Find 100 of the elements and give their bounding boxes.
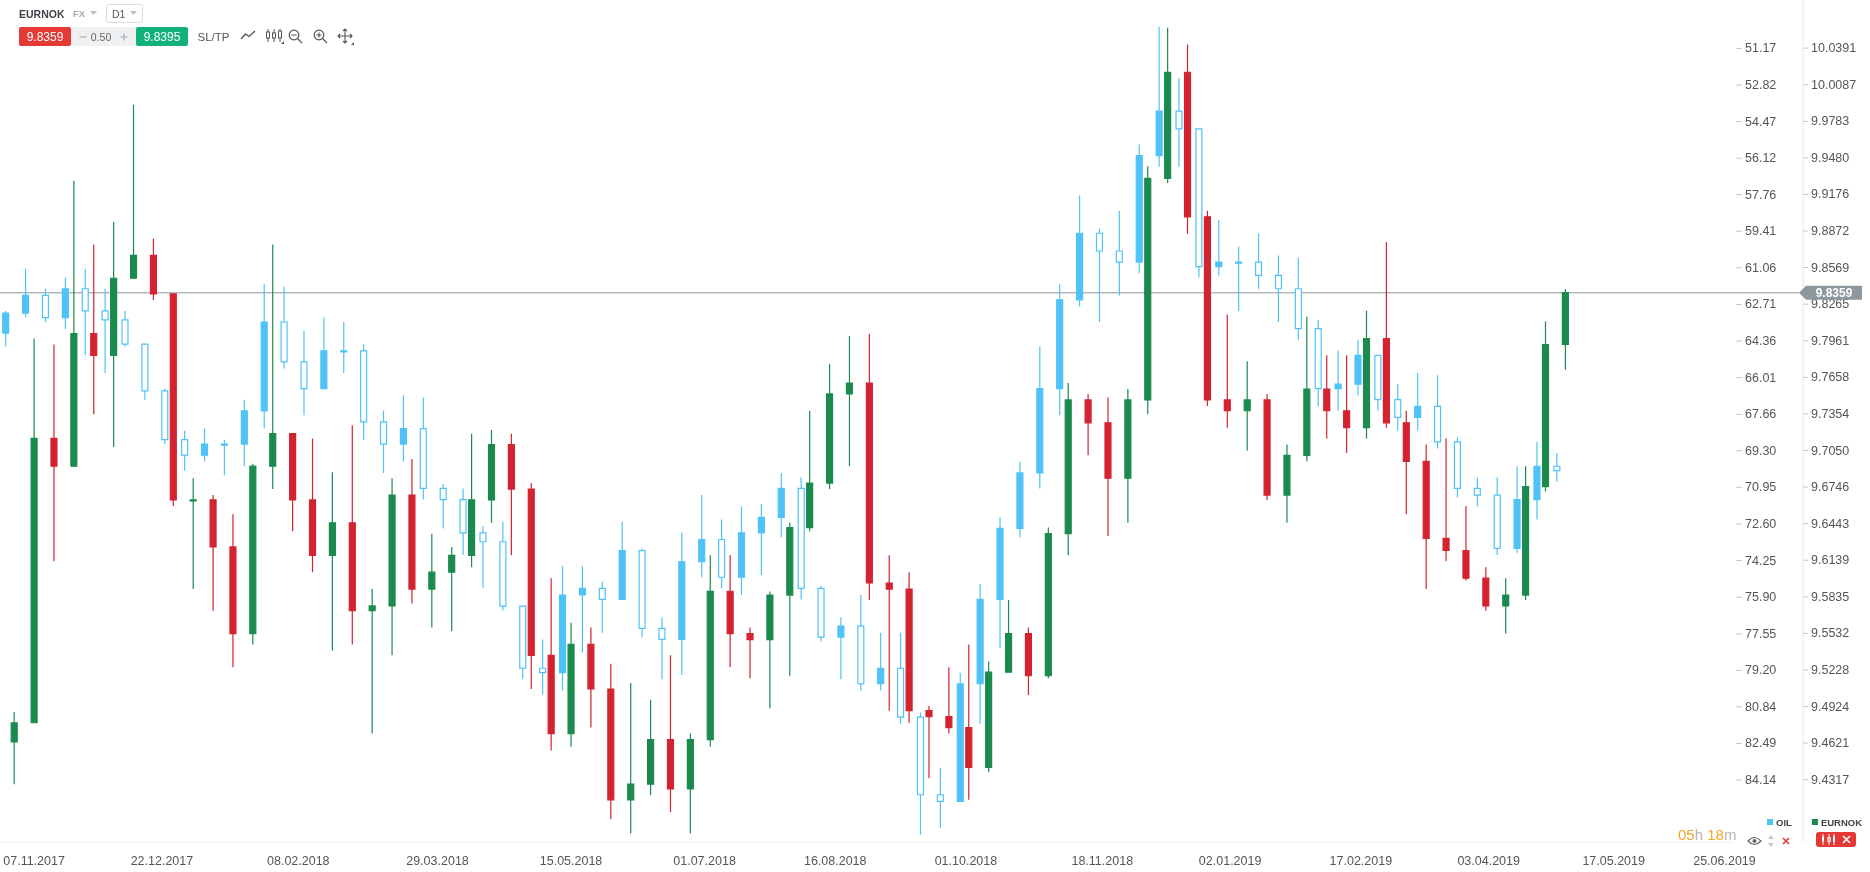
y-tick-label: 9.7961 bbox=[1811, 333, 1850, 348]
candlestick bbox=[519, 605, 527, 680]
candlestick bbox=[348, 424, 356, 646]
candlestick bbox=[678, 532, 686, 676]
candlestick bbox=[1513, 465, 1521, 554]
candlestick bbox=[499, 521, 507, 612]
candlestick bbox=[2, 310, 10, 348]
y-tick-label: 9.4621 bbox=[1811, 736, 1850, 751]
y-tick-label: 9.8872 bbox=[1811, 224, 1850, 239]
candlestick bbox=[320, 316, 328, 390]
x-tick-label: 17.02.2019 bbox=[1329, 854, 1393, 868]
x-tick-label: 08.02.2018 bbox=[267, 854, 330, 868]
candlestick bbox=[976, 583, 984, 725]
candlestick bbox=[300, 330, 308, 416]
y-tick-label: 9.9176 bbox=[1811, 187, 1850, 202]
x-tick-label: 15.05.2018 bbox=[539, 854, 603, 868]
y2-tick-label: 66.01 bbox=[1745, 370, 1777, 385]
y2-tick-label: 82.49 bbox=[1745, 736, 1777, 751]
candlestick bbox=[249, 463, 257, 646]
candlestick bbox=[1243, 360, 1251, 452]
candlestick bbox=[757, 503, 765, 576]
candlestick bbox=[161, 388, 169, 445]
candlestick bbox=[1044, 527, 1052, 679]
candlestick bbox=[189, 477, 197, 590]
y-tick-label: 9.8569 bbox=[1811, 260, 1850, 275]
candlestick bbox=[487, 429, 496, 524]
candlestick bbox=[379, 410, 388, 474]
candlestick bbox=[289, 433, 297, 532]
annotation: FX bbox=[73, 8, 86, 19]
candlestick bbox=[587, 626, 595, 729]
candlestick bbox=[220, 439, 229, 476]
candlestick bbox=[806, 410, 814, 532]
candlestick bbox=[897, 632, 905, 725]
candlestick bbox=[638, 547, 646, 638]
candlestick bbox=[698, 494, 706, 578]
y2-tick-label: 52.82 bbox=[1745, 78, 1777, 92]
y-tick-label: 9.5532 bbox=[1811, 626, 1850, 641]
candlestick bbox=[706, 554, 714, 748]
candlestick bbox=[1024, 626, 1033, 696]
candlestick bbox=[328, 471, 336, 652]
x-tick-label: 01.10.2018 bbox=[934, 854, 998, 868]
candlestick bbox=[985, 660, 993, 773]
annotation: 9.8359 bbox=[26, 30, 64, 44]
y2-tick-label: 75.90 bbox=[1745, 590, 1777, 605]
x-tick-label: 22.12.2017 bbox=[130, 854, 194, 868]
candlestick bbox=[1215, 219, 1223, 277]
candlestick bbox=[41, 288, 50, 323]
x-tick-label: 01.07.2018 bbox=[673, 854, 736, 868]
candlestick bbox=[857, 594, 865, 692]
candlestick bbox=[965, 643, 973, 801]
x-tick-label: 17.05.2019 bbox=[1582, 854, 1646, 868]
candlestick bbox=[1175, 77, 1183, 168]
candlestick bbox=[786, 522, 794, 677]
candlestick bbox=[1482, 566, 1490, 612]
candlestick bbox=[439, 483, 447, 530]
y2-tick-label: 77.55 bbox=[1745, 626, 1777, 641]
candlestick bbox=[817, 585, 825, 643]
x-tick-label: 03.04.2019 bbox=[1457, 854, 1520, 868]
y2-tick-label: 84.14 bbox=[1745, 773, 1777, 788]
candlestick bbox=[408, 458, 416, 605]
candlestick bbox=[368, 588, 376, 735]
candlestick bbox=[1402, 410, 1410, 515]
candlestick bbox=[479, 525, 487, 589]
candlestick bbox=[1104, 396, 1112, 537]
y-tick-label: 9.7050 bbox=[1811, 443, 1850, 458]
candlestick bbox=[766, 590, 774, 709]
candlestick bbox=[1561, 288, 1569, 371]
candlestick bbox=[1274, 254, 1283, 323]
x-tick-label: 07.11.2017 bbox=[3, 854, 65, 868]
y-tick-label: 9.7658 bbox=[1811, 370, 1850, 385]
y-tick-label: 9.8265 bbox=[1811, 297, 1850, 312]
candlestick bbox=[737, 505, 746, 596]
candlestick bbox=[1075, 194, 1084, 308]
candlestick bbox=[1462, 505, 1470, 582]
candlestick bbox=[1195, 128, 1203, 279]
candlestick bbox=[718, 518, 726, 589]
candlestick bbox=[845, 335, 854, 467]
candlestick bbox=[1036, 345, 1044, 490]
candlestick bbox=[1095, 228, 1104, 323]
candlestick bbox=[825, 363, 834, 490]
text: EURNOK bbox=[19, 7, 65, 20]
y-tick-label: 9.9480 bbox=[1811, 150, 1850, 165]
candlestick bbox=[1442, 437, 1450, 562]
candlestick bbox=[726, 554, 734, 668]
candlestick bbox=[1115, 210, 1123, 296]
y-tick-label: 9.4924 bbox=[1811, 699, 1850, 714]
candlestick bbox=[539, 638, 547, 696]
candlestick bbox=[658, 616, 666, 680]
candlestick bbox=[666, 654, 675, 813]
candlestick bbox=[1254, 232, 1263, 290]
candlestick bbox=[578, 565, 586, 654]
candlestick bbox=[101, 288, 109, 374]
candlestick bbox=[1164, 27, 1172, 184]
candlestick bbox=[1453, 436, 1462, 498]
candlestick bbox=[916, 712, 925, 836]
candlestick bbox=[459, 487, 467, 556]
candlestick bbox=[837, 616, 845, 680]
x-tick-label: 18.11.2018 bbox=[1071, 854, 1134, 868]
x-tick-label: 29.03.2018 bbox=[406, 854, 469, 868]
candlestick bbox=[507, 433, 515, 556]
